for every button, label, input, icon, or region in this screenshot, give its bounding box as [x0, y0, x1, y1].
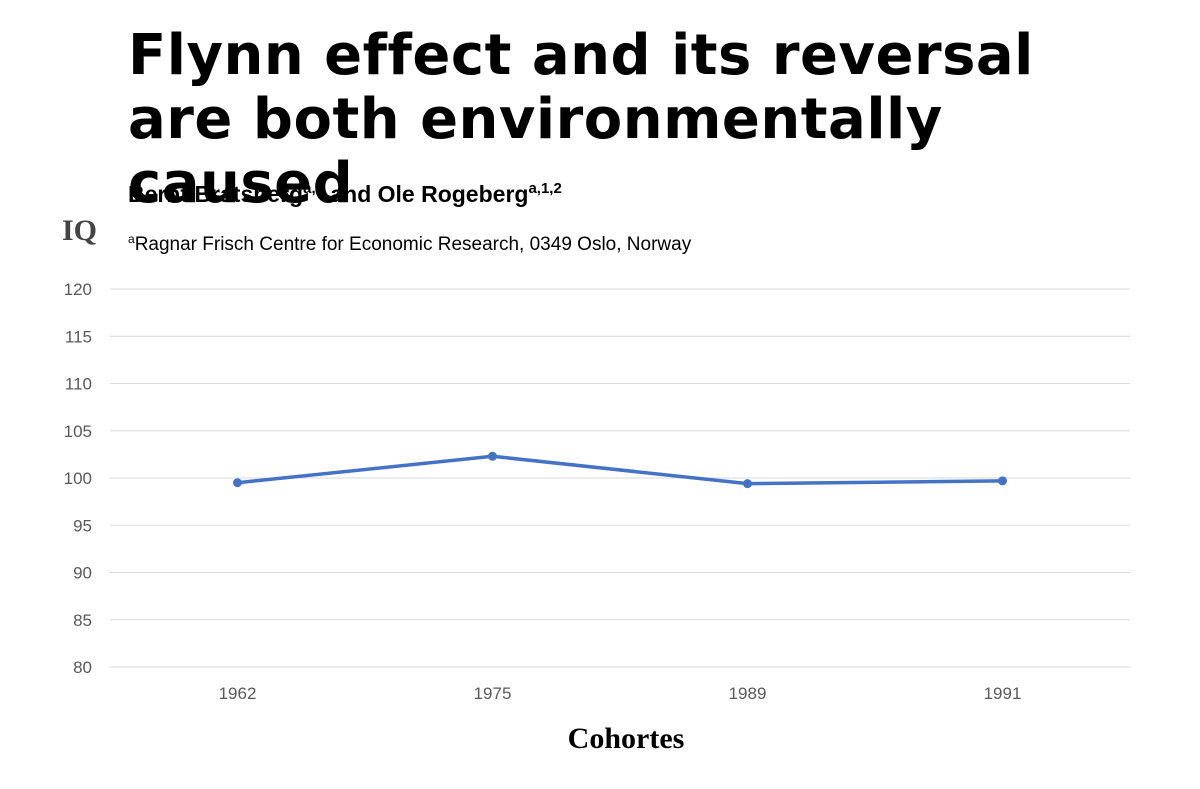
series-lines	[235, 454, 1005, 486]
data-point-1989	[743, 479, 752, 489]
affiliation-line: aRagnar Frisch Centre for Economic Resea…	[128, 232, 691, 256]
author-2: Ole Rogeberg	[377, 181, 529, 207]
y-tick-label: 115	[65, 327, 92, 346]
y-tick-label: 120	[64, 280, 92, 299]
chart-title: Flynn effect and its reversal are both e…	[128, 23, 1034, 216]
x-tick-label: 1991	[984, 684, 1022, 703]
data-point-1991	[998, 476, 1007, 486]
data-point-1962	[233, 478, 242, 488]
y-tick-label: 105	[64, 422, 92, 441]
author-1-affiliation-sup: a,1	[303, 180, 324, 197]
y-tick-label: 100	[64, 469, 92, 488]
x-tick-label: 1962	[219, 684, 257, 703]
authors-line: Bernt Bratsberga,1 and Ole Rogeberga,1,2	[128, 180, 562, 208]
x-tick-label: 1989	[729, 684, 767, 703]
affiliation-text: Ragnar Frisch Centre for Economic Resear…	[134, 234, 692, 255]
author-1: Bernt Bratsberg	[128, 181, 304, 207]
x-tick-label: 1975	[474, 684, 512, 703]
x-tick-labels: 1962 1975 1989 1991	[219, 684, 1022, 703]
affiliation-sup: a	[128, 232, 135, 246]
author-2-affiliation-sup: a,1,2	[528, 180, 562, 197]
y-tick-label: 85	[73, 611, 92, 630]
y-tick-label: 90	[73, 564, 92, 583]
y-tick-label: 110	[65, 375, 92, 394]
y-tick-labels: 80 85 90 95 100 105 110 115 120	[64, 280, 92, 677]
authors-conjunction: and	[330, 181, 372, 207]
x-axis-title: Cohortes	[567, 722, 685, 755]
y-tick-label: 80	[73, 658, 92, 677]
data-point-1975	[488, 451, 497, 461]
data-points	[233, 451, 1007, 489]
series-line	[235, 454, 1005, 486]
gridlines	[110, 288, 1130, 668]
y-axis-title: IQ	[62, 214, 98, 247]
y-tick-label: 95	[73, 516, 92, 535]
